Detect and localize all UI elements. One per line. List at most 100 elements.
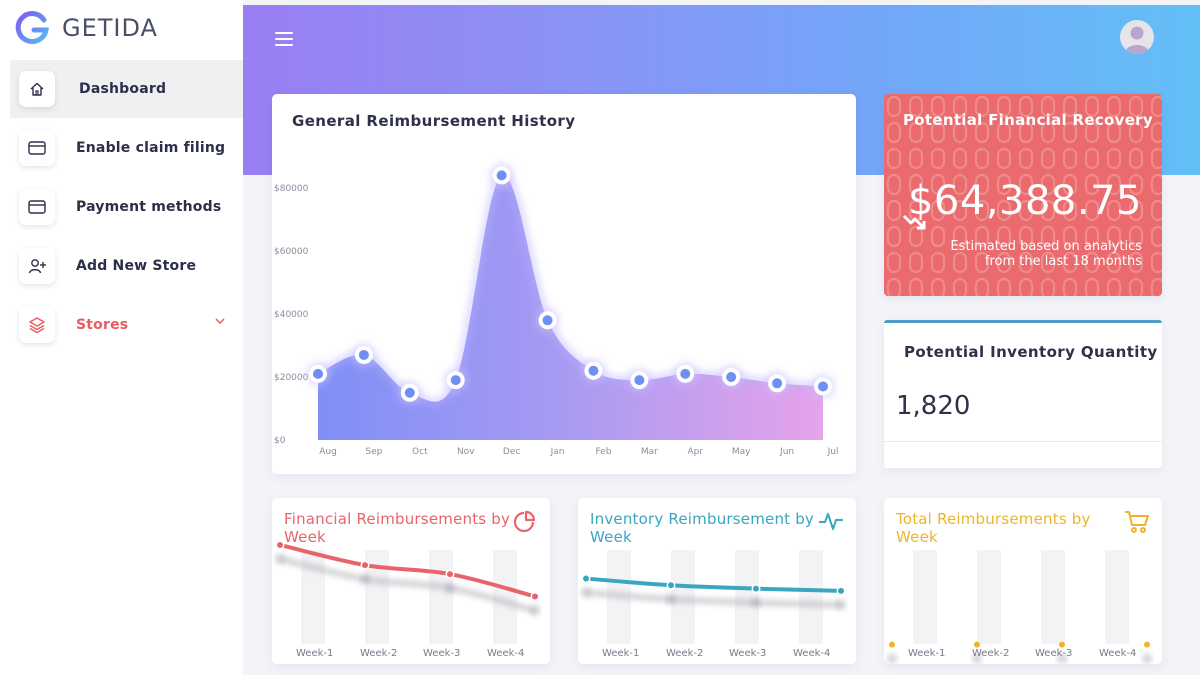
x-tick-label: Sep: [365, 447, 382, 457]
x-tick-label: Week-3: [423, 648, 461, 659]
card-title: Potential Inventory Quantity: [904, 343, 1158, 361]
y-tick-label: $20000: [274, 373, 309, 383]
card-icon: [19, 189, 55, 225]
data-point[interactable]: [358, 349, 369, 360]
card-title: Total Reimbursements by Week: [896, 510, 1091, 546]
series-line: [584, 576, 843, 593]
cart-icon[interactable]: [1124, 510, 1150, 534]
sidebar-item-label: Enable claim filing: [76, 140, 226, 156]
add-user-icon: [19, 248, 55, 284]
data-point[interactable]: [583, 575, 589, 582]
recovery-note-line: from the last 18 months: [984, 254, 1142, 269]
data-point[interactable]: [818, 381, 828, 392]
sidebar-item-payment-methods[interactable]: Payment methods: [10, 178, 243, 236]
activity-icon[interactable]: [818, 510, 844, 532]
series-shadow: [279, 556, 536, 614]
data-point-shadow: [972, 653, 982, 664]
getida-logo-icon: [15, 11, 49, 45]
chart-bar-background: [1041, 550, 1065, 644]
data-point[interactable]: [496, 170, 507, 181]
x-tick-label: Week-1: [602, 648, 640, 659]
y-tick-label: $80000: [274, 184, 309, 194]
data-point[interactable]: [634, 375, 645, 386]
x-tick-label: Aug: [319, 447, 337, 457]
sidebar-item-add-new-store[interactable]: Add New Store: [10, 237, 243, 295]
data-point[interactable]: [1144, 641, 1150, 648]
logo-text: GETIDA: [62, 14, 158, 42]
data-point[interactable]: [1059, 641, 1065, 648]
chart-bar-background: [1105, 550, 1129, 644]
x-tick-label: Week-1: [908, 648, 946, 659]
data-point-shadow: [1057, 653, 1067, 664]
sidebar-item-label: Stores: [76, 317, 129, 333]
data-point[interactable]: [532, 593, 538, 600]
inventory-quantity-value: 1,820: [896, 391, 971, 421]
inventory-quantity-card: Potential Inventory Quantity 1,820: [884, 320, 1162, 468]
y-tick-label: $60000: [274, 247, 309, 257]
data-point[interactable]: [313, 368, 323, 379]
data-point[interactable]: [974, 641, 980, 648]
sidebar-item-label: Add New Store: [76, 258, 197, 274]
x-tick-label: Jan: [550, 447, 565, 457]
x-tick-label: Week-3: [729, 648, 767, 659]
pie-chart-icon[interactable]: [512, 510, 536, 534]
data-point[interactable]: [404, 387, 415, 398]
x-tick-label: Week-2: [972, 648, 1010, 659]
x-tick-label: Dec: [503, 447, 520, 457]
data-point-shadow: [1142, 653, 1152, 664]
data-point[interactable]: [450, 375, 461, 386]
chart-bar-background: [977, 550, 1001, 644]
x-tick-label: Week-2: [666, 648, 704, 659]
x-tick-label: May: [732, 447, 751, 457]
x-tick-label: Week-2: [360, 648, 398, 659]
data-point[interactable]: [753, 585, 759, 592]
reimbursement-history-card: General Reimbursement History $0 $20000 $4…: [272, 94, 856, 474]
x-tick-label: Week-3: [1035, 648, 1073, 659]
data-point-shadow: [360, 574, 370, 585]
recovery-amount: $64,388.75: [907, 178, 1142, 224]
data-point[interactable]: [838, 587, 844, 594]
y-tick-label: $0: [274, 436, 286, 446]
data-point[interactable]: [277, 541, 283, 548]
chart-bar-background: [913, 550, 937, 644]
series-line: [278, 542, 537, 599]
x-tick-label: Week-1: [296, 648, 334, 659]
total-weekly-card: Total Reimbursements by Week Week-1 Week…: [884, 498, 1162, 664]
trend-down-icon: [902, 214, 926, 230]
financial-recovery-card: Potential Financial Recovery $64,388.75 …: [884, 94, 1162, 296]
data-point-shadow: [751, 597, 761, 608]
x-tick-label: Nov: [457, 447, 475, 457]
chevron-down-icon[interactable]: [215, 318, 225, 325]
data-point-shadow: [581, 587, 591, 598]
sidebar-item-label: Payment methods: [76, 199, 222, 215]
data-point[interactable]: [447, 571, 453, 578]
data-point[interactable]: [588, 365, 599, 376]
data-point-shadow: [275, 553, 285, 564]
inventory-weekly-chart: [581, 550, 846, 644]
data-point-shadow: [666, 594, 676, 605]
sidebar-item-stores[interactable]: Stores: [10, 296, 243, 354]
chain-pattern-background: [884, 94, 1162, 296]
sidebar-item-dashboard[interactable]: Dashboard: [10, 60, 243, 118]
main-content: General Reimbursement History $0 $20000 $4…: [243, 0, 1200, 675]
y-tick-label: $40000: [274, 310, 309, 320]
hamburger-icon[interactable]: [275, 32, 293, 46]
recovery-note-line: Estimated based on analytics: [950, 239, 1142, 254]
x-tick-label: Jul: [827, 447, 839, 457]
data-point[interactable]: [542, 315, 553, 326]
card-title: Potential Financial Recovery: [903, 111, 1153, 129]
data-point[interactable]: [726, 372, 737, 382]
recovery-note: Estimated based on analytics from the la…: [922, 239, 1142, 269]
user-avatar-icon[interactable]: [1120, 20, 1154, 54]
data-point[interactable]: [362, 562, 368, 569]
data-point[interactable]: [772, 378, 783, 389]
logo[interactable]: GETIDA: [14, 8, 158, 48]
divider: [884, 441, 1162, 442]
chart-bar-background: [799, 550, 823, 644]
data-point[interactable]: [889, 641, 895, 648]
sidebar-item-enable-claim-filing[interactable]: Enable claim filing: [10, 119, 243, 177]
data-point[interactable]: [668, 582, 674, 589]
sidebar-item-label: Dashboard: [79, 81, 167, 97]
data-point[interactable]: [680, 368, 691, 379]
